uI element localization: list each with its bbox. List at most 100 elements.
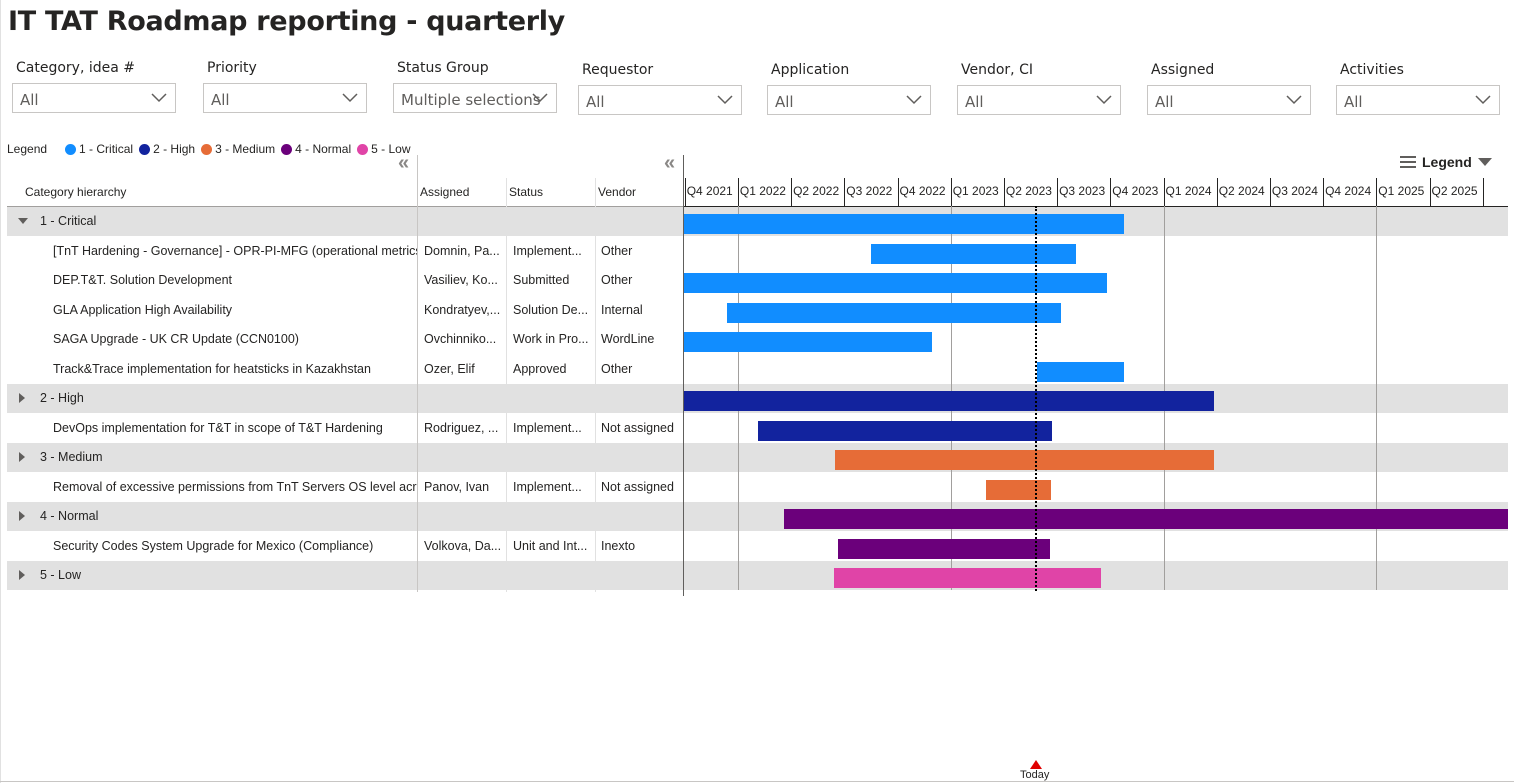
today-marker-icon — [1030, 760, 1042, 769]
group-row[interactable]: 2 - High — [7, 384, 683, 413]
item-label: DevOps implementation for T&T in scope o… — [53, 420, 383, 435]
grid-splitter[interactable] — [417, 155, 418, 592]
legend-toggle-label: Legend — [1422, 154, 1472, 170]
quarter-label: Q1 2022 — [739, 184, 786, 198]
item-label: Removal of excessive permissions from Tn… — [53, 479, 417, 494]
cell-assigned: Ovchinniko... — [424, 332, 497, 346]
table-row[interactable]: GLA Application High Availability Kondrat… — [7, 296, 683, 325]
column-header-category[interactable]: Category hierarchy — [25, 185, 127, 199]
column-header-assigned[interactable]: Assigned — [420, 185, 470, 199]
gantt-bar[interactable] — [684, 332, 932, 352]
gantt-bar[interactable] — [835, 450, 1214, 470]
slicer-dropdown[interactable]: All — [578, 85, 742, 115]
quarter-label: Q3 2023 — [1059, 184, 1106, 198]
slicer-dropdown[interactable]: All — [957, 85, 1121, 115]
cell-status: Work in Pro... — [513, 332, 589, 346]
legend-item[interactable]: 1 - Critical — [65, 142, 133, 156]
slicer-value: All — [965, 93, 984, 111]
slicer-dropdown[interactable]: All — [12, 83, 176, 113]
collapse-arrow-icon[interactable] — [18, 218, 28, 224]
chevron-down-icon — [717, 95, 733, 105]
quarter-label: Q2 2024 — [1218, 184, 1265, 198]
slicer-dropdown[interactable]: Multiple selections — [393, 83, 557, 113]
gantt-bar[interactable] — [784, 509, 1508, 529]
column-header-vendor[interactable]: Vendor — [598, 185, 637, 199]
slicer-value: All — [20, 91, 39, 109]
quarter-tick — [1269, 178, 1271, 206]
group-row[interactable]: 3 - Medium — [7, 443, 683, 472]
slicer-dropdown[interactable]: All — [1336, 85, 1500, 115]
chart-splitter[interactable] — [683, 155, 684, 596]
slicer-label: Category, idea # — [16, 60, 135, 76]
gantt-bar[interactable] — [727, 302, 1061, 323]
slicer-dropdown[interactable]: All — [1147, 85, 1311, 115]
column-header-status[interactable]: Status — [509, 185, 544, 199]
quarter-tick — [1163, 178, 1165, 206]
quarter-tick — [950, 178, 952, 206]
group-row[interactable]: 5 - Low — [7, 561, 683, 590]
legend-item[interactable]: 5 - Low — [357, 142, 411, 156]
gantt-bar[interactable] — [684, 391, 1214, 411]
quarter-tick — [684, 178, 686, 206]
chevron-down-icon — [151, 93, 167, 103]
quarter-tick — [1323, 178, 1325, 206]
gantt-bar[interactable] — [1037, 361, 1124, 382]
item-label: [TnT Hardening - Governance] - OPR-PI-MF… — [53, 243, 417, 258]
gantt-bar[interactable] — [838, 538, 1050, 559]
table-row[interactable]: Removal of excessive permissions from Tn… — [7, 473, 683, 502]
slicer-dropdown[interactable]: All — [203, 83, 367, 113]
table-row[interactable]: SAGA Upgrade - UK CR Update (CCN0100) Ovc… — [7, 325, 683, 354]
legend-item[interactable]: 2 - High — [139, 142, 195, 156]
table-row[interactable]: Security Codes System Upgrade for Mexico… — [7, 532, 683, 561]
cell-vendor: Other — [601, 361, 633, 376]
gantt-bar[interactable] — [684, 214, 1124, 234]
legend-dot-icon — [65, 143, 77, 155]
quarter-tick — [1003, 178, 1005, 206]
chevron-down-icon — [532, 93, 548, 103]
window-left-border — [0, 0, 1, 783]
gantt-bar[interactable] — [758, 420, 1052, 441]
expand-arrow-icon[interactable] — [19, 511, 25, 521]
legend-item-label: 2 - High — [153, 142, 196, 156]
slicer-dropdown[interactable]: All — [767, 85, 931, 115]
cell-status: Implement... — [513, 479, 582, 494]
quarter-tick — [1110, 178, 1112, 206]
gantt-bar[interactable] — [871, 243, 1076, 264]
slicer-label: Vendor, CI — [961, 62, 1033, 78]
slicer-value: All — [586, 93, 605, 111]
legend-item-label: 1 - Critical — [79, 142, 134, 156]
gantt-bar[interactable] — [834, 568, 1101, 588]
quarter-tick — [1216, 178, 1218, 206]
gantt-bar[interactable] — [986, 479, 1051, 500]
legend-item[interactable]: 4 - Normal — [281, 142, 351, 156]
table-row[interactable]: [TnT Hardening - Governance] - OPR-PI-MF… — [7, 237, 683, 266]
page-title: IT TAT Roadmap reporting - quarterly — [8, 6, 565, 37]
item-label: DEP.T&T. Solution Development — [53, 273, 233, 287]
expand-arrow-icon[interactable] — [19, 452, 25, 462]
legend-toggle-button[interactable]: Legend — [1400, 154, 1492, 170]
collapse-grid-icon[interactable]: « — [398, 152, 410, 174]
gantt-bar[interactable] — [684, 273, 1107, 293]
chevron-down-icon — [906, 95, 922, 105]
group-label: 1 - Critical — [40, 214, 97, 228]
group-row[interactable]: 4 - Normal — [7, 502, 683, 531]
collapse-columns-icon[interactable]: « — [664, 152, 676, 174]
quarter-tick — [1482, 178, 1484, 206]
chevron-down-icon — [1475, 95, 1491, 105]
legend-item[interactable]: 3 - Medium — [201, 142, 275, 156]
item-label: Track&Trace implementation for heatstick… — [53, 361, 371, 376]
slicer-label: Requestor — [582, 62, 654, 78]
legend-label: Legend — [7, 142, 48, 156]
quarter-tick — [1429, 178, 1431, 206]
expand-arrow-icon[interactable] — [19, 393, 25, 403]
legend-dot-icon — [139, 143, 151, 155]
table-row[interactable]: DEP.T&T. Solution Development Vasiliev, K… — [7, 266, 683, 295]
cell-assigned: Volkova, Da... — [424, 538, 502, 553]
group-row[interactable]: 1 - Critical — [7, 207, 683, 236]
quarter-tick — [897, 178, 899, 206]
table-row[interactable]: DevOps implementation for T&T in scope o… — [7, 414, 683, 443]
expand-arrow-icon[interactable] — [19, 570, 25, 580]
table-row[interactable]: Track&Trace implementation for heatstick… — [7, 355, 683, 384]
chevron-down-icon — [1096, 95, 1112, 105]
